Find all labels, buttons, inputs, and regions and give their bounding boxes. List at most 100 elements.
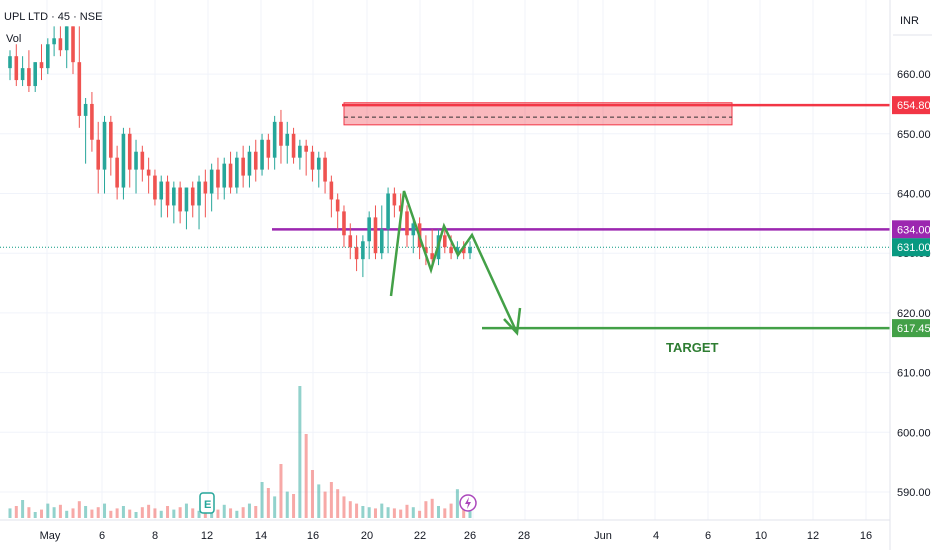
volume-bar: [449, 503, 453, 518]
candle-body[interactable]: [39, 62, 44, 69]
candle-body[interactable]: [33, 62, 38, 87]
x-tick-label: 6: [99, 530, 105, 542]
candle-body[interactable]: [96, 139, 101, 170]
candle-body[interactable]: [310, 151, 315, 170]
volume-bar: [285, 491, 289, 518]
candle-body[interactable]: [83, 103, 88, 116]
candle-body[interactable]: [323, 157, 327, 182]
volume-bar: [229, 508, 233, 518]
volume-bar: [153, 508, 157, 518]
candle-body[interactable]: [361, 241, 365, 260]
candle-body[interactable]: [235, 157, 239, 188]
candle-body[interactable]: [260, 139, 264, 170]
candle-body[interactable]: [184, 187, 189, 212]
candle-body[interactable]: [127, 133, 132, 170]
candle-body[interactable]: [64, 26, 69, 51]
candle-body[interactable]: [77, 62, 82, 116]
candle-body[interactable]: [316, 157, 321, 170]
candle-body[interactable]: [165, 181, 170, 206]
earnings-marker-icon[interactable]: [199, 492, 215, 514]
volume-bar: [273, 496, 277, 518]
candle-body[interactable]: [455, 247, 460, 254]
candle-body[interactable]: [121, 133, 126, 188]
volume-legend[interactable]: Vol: [6, 33, 22, 45]
candle-body[interactable]: [354, 247, 359, 260]
candle-body[interactable]: [71, 26, 75, 63]
candle-body[interactable]: [253, 151, 258, 170]
candle-body[interactable]: [468, 247, 472, 254]
candle-body[interactable]: [424, 247, 428, 254]
candle-body[interactable]: [461, 247, 466, 254]
candle-body[interactable]: [203, 181, 208, 194]
candle-body[interactable]: [46, 44, 50, 69]
candle-body[interactable]: [304, 145, 308, 152]
candle-body[interactable]: [335, 199, 340, 212]
y-tick-label: 650.00: [897, 129, 931, 141]
candle-body[interactable]: [14, 56, 19, 81]
candle-body[interactable]: [109, 121, 113, 158]
candle-body[interactable]: [209, 169, 214, 194]
candle-body[interactable]: [115, 157, 119, 188]
candle-body[interactable]: [20, 68, 25, 81]
candle-body[interactable]: [411, 223, 416, 236]
candle-body[interactable]: [298, 145, 302, 158]
candle-body[interactable]: [279, 121, 283, 146]
candle-body[interactable]: [190, 187, 195, 206]
candle-body[interactable]: [172, 187, 176, 206]
volume-bar: [336, 489, 340, 518]
candle-body[interactable]: [241, 157, 245, 176]
candle-body[interactable]: [140, 151, 145, 170]
candle-body[interactable]: [247, 151, 252, 176]
volume-bar: [172, 509, 176, 518]
candle-body[interactable]: [134, 151, 138, 170]
candle-body[interactable]: [449, 247, 453, 254]
candle-body[interactable]: [392, 193, 397, 206]
candle-body[interactable]: [266, 139, 271, 158]
volume-bar: [58, 504, 62, 518]
candle-body[interactable]: [228, 163, 233, 188]
candle-body[interactable]: [216, 169, 220, 188]
candle-body[interactable]: [329, 181, 334, 200]
volume-bar: [361, 506, 365, 518]
candle-body[interactable]: [272, 121, 277, 158]
candle-body[interactable]: [348, 235, 353, 248]
candle-body[interactable]: [379, 229, 384, 254]
volume-bar: [21, 500, 25, 518]
candle-body[interactable]: [102, 121, 107, 170]
volume-bar: [222, 504, 226, 518]
resistance-price-tag[interactable]: [892, 96, 930, 115]
lightning-glyph-icon: [465, 497, 471, 509]
candle-body[interactable]: [291, 133, 296, 158]
candle-body[interactable]: [8, 56, 12, 69]
candle-body[interactable]: [153, 175, 157, 200]
candle-body[interactable]: [146, 169, 151, 176]
candle-body[interactable]: [52, 38, 56, 45]
candle-body[interactable]: [430, 253, 434, 260]
volume-bar: [27, 507, 31, 518]
candle-body[interactable]: [178, 187, 182, 212]
volume-bar: [443, 508, 447, 518]
projection-path[interactable]: [389, 190, 519, 334]
candle-body[interactable]: [27, 68, 31, 87]
x-tick-label: 16: [307, 530, 319, 542]
candle-body[interactable]: [342, 211, 346, 236]
symbol-legend[interactable]: UPL LTD · 45 · NSE: [4, 11, 103, 23]
target-price-tag[interactable]: [892, 319, 930, 338]
candle-body[interactable]: [285, 133, 290, 146]
candle-body[interactable]: [442, 235, 447, 248]
last-price-price-tag[interactable]: [892, 238, 930, 257]
volume-bar: [430, 498, 434, 518]
volume-bar: [424, 501, 428, 518]
candle-body[interactable]: [373, 217, 378, 254]
candle-body[interactable]: [159, 181, 164, 200]
candle-body[interactable]: [197, 181, 201, 206]
candle-body[interactable]: [222, 163, 227, 188]
candle-body[interactable]: [367, 217, 371, 242]
price-axis[interactable]: [890, 0, 932, 550]
support-price-tag[interactable]: [892, 220, 930, 239]
candle-body[interactable]: [90, 103, 94, 140]
resistance-zone[interactable]: [343, 102, 733, 126]
candle-body[interactable]: [405, 211, 409, 236]
candle-body[interactable]: [386, 193, 390, 230]
candle-body[interactable]: [58, 38, 63, 51]
